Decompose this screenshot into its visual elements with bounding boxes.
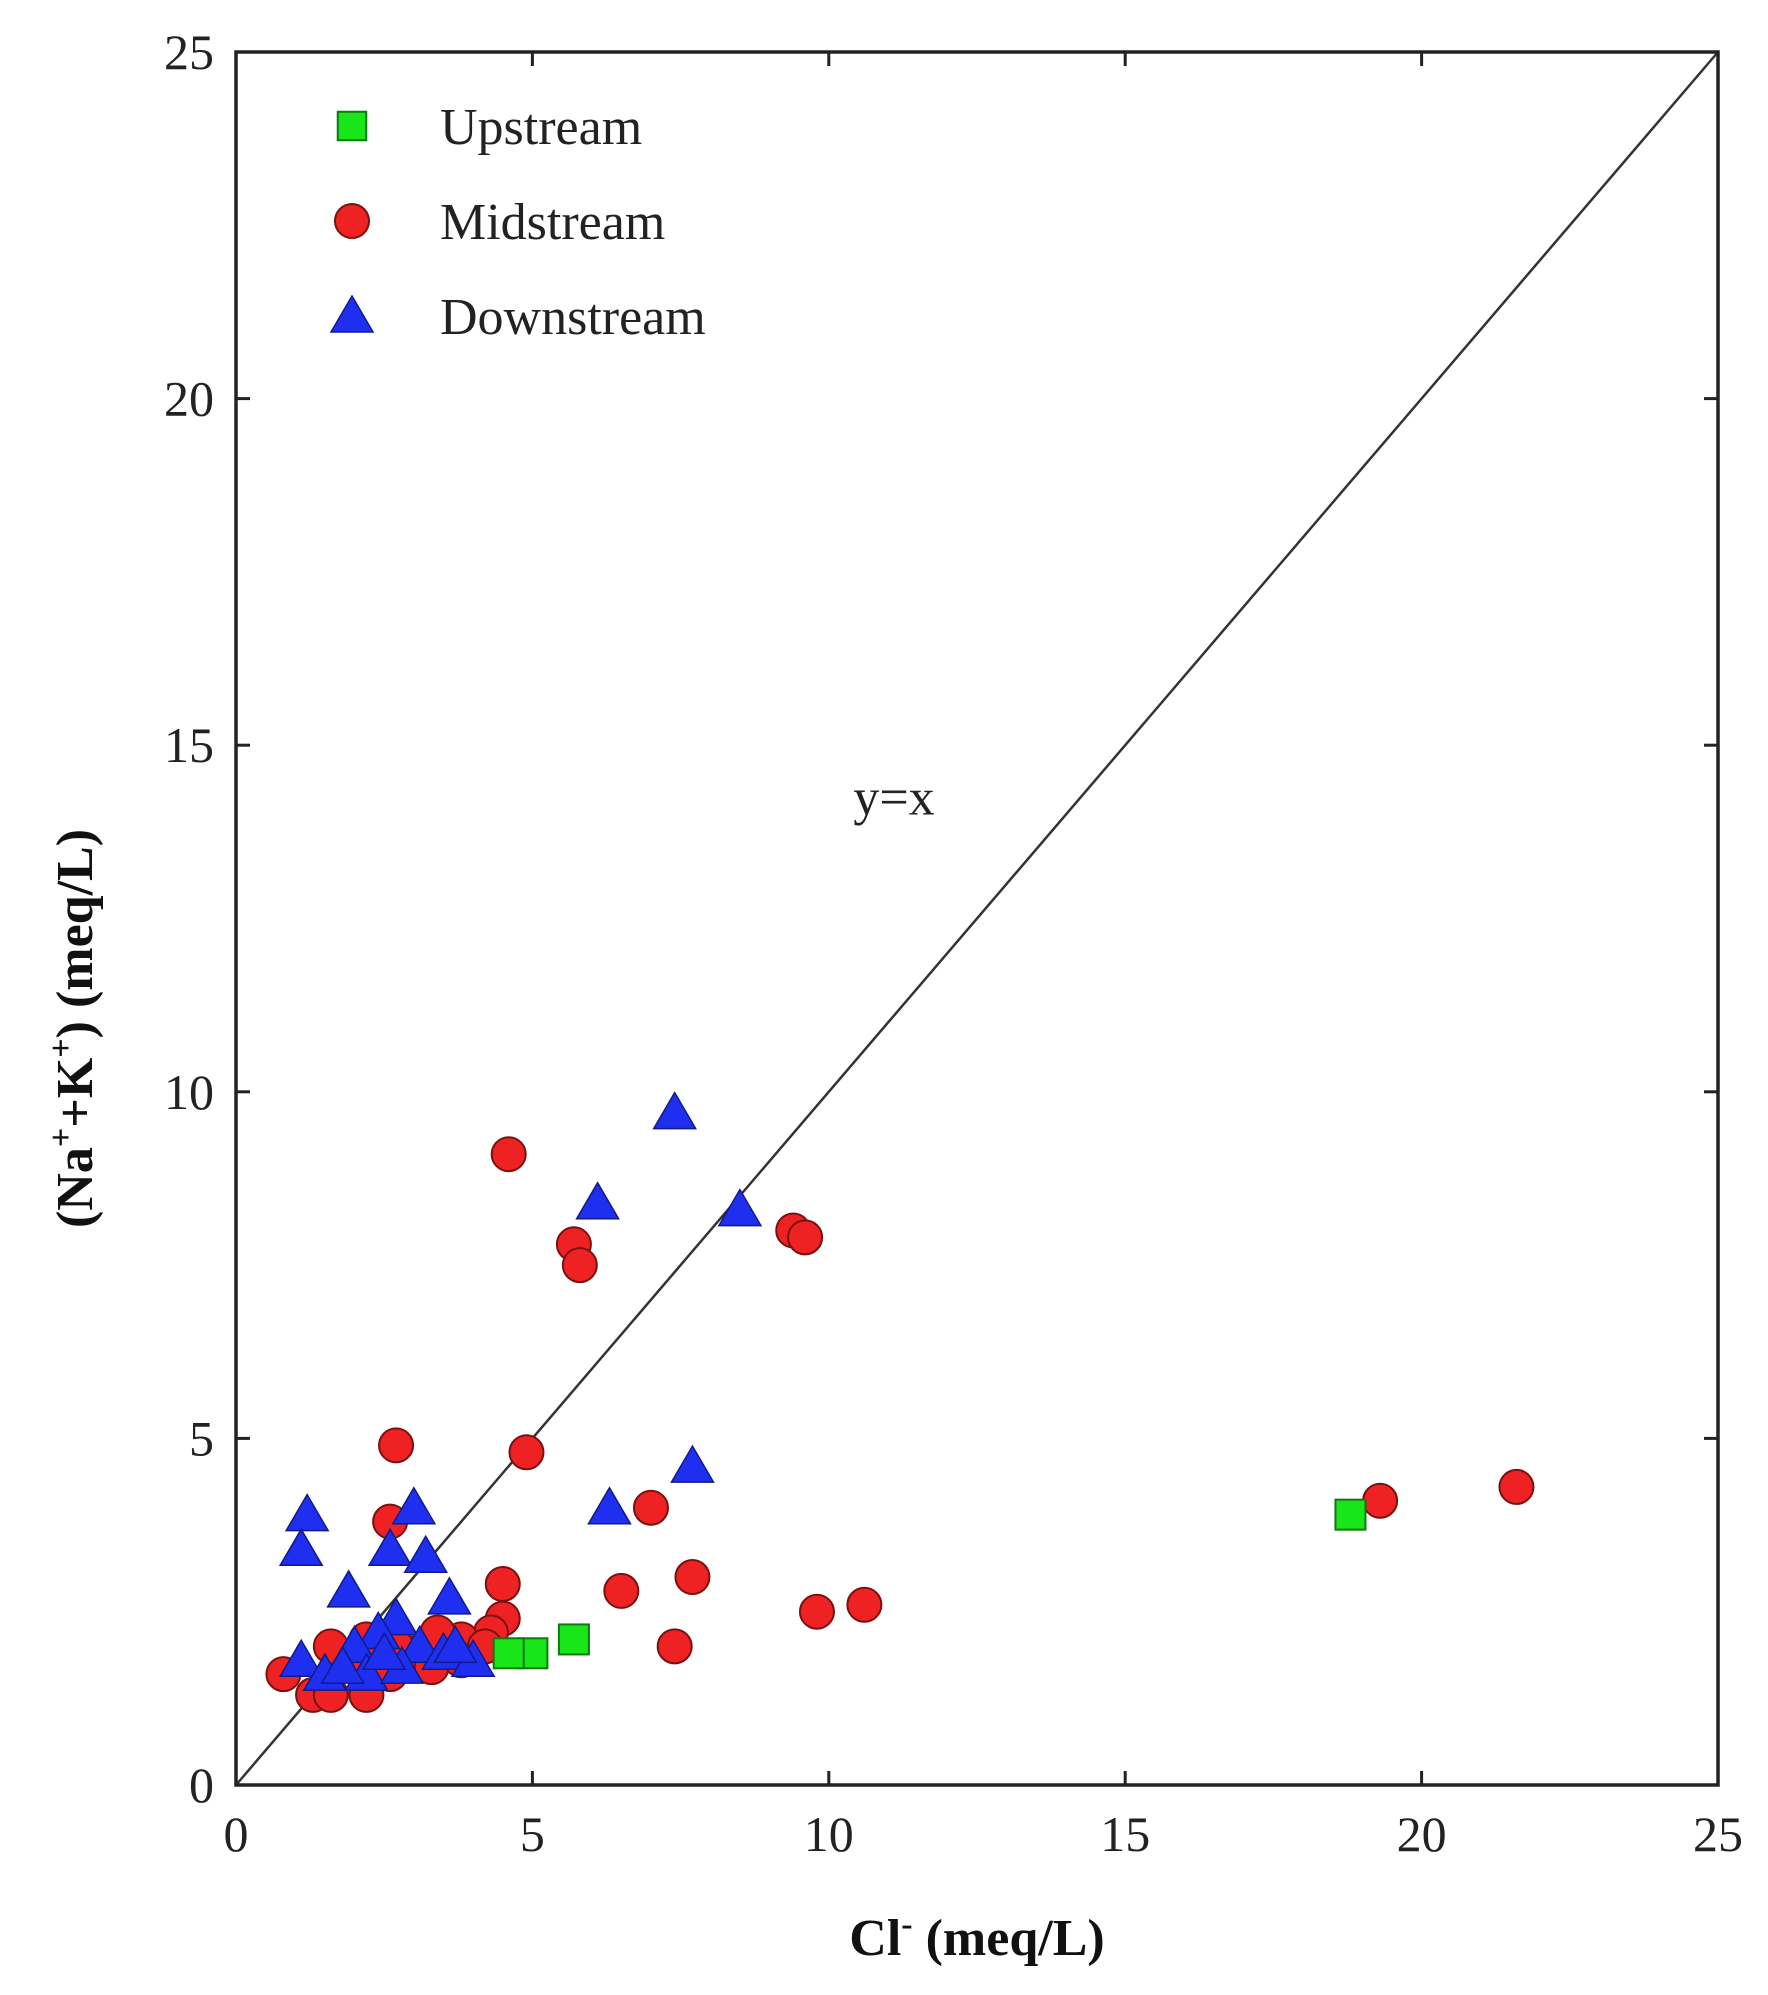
data-point-midstream (484, 1565, 521, 1602)
data-point-downstream (284, 1493, 330, 1532)
reference-line (235, 51, 1719, 1786)
data-point-midstream (561, 1247, 598, 1284)
x-tick-label: 10 (804, 1806, 854, 1862)
data-point-midstream (632, 1489, 669, 1526)
legend-marker-upstream (336, 110, 368, 142)
data-point-midstream (656, 1628, 693, 1665)
x-tick-label: 25 (1693, 1806, 1743, 1862)
legend-item-upstream: Upstream (336, 99, 642, 156)
x-tick-label: 5 (520, 1806, 545, 1862)
data-point-downstream (433, 1624, 478, 1664)
data-point-midstream (1498, 1468, 1535, 1505)
legend: Upstream Midstream Downstream (329, 99, 706, 346)
data-point-upstream (1334, 1498, 1367, 1531)
data-point-downstream (403, 1534, 449, 1573)
legend-marker-midstream (334, 203, 370, 239)
data-point-downstream (391, 1486, 437, 1525)
y-tick-label: 20 (164, 371, 214, 427)
data-point-downstream (427, 1576, 472, 1615)
plot-area: y=x (235, 51, 1719, 1786)
data-point-midstream (1362, 1482, 1399, 1519)
data-point-midstream (378, 1427, 415, 1464)
x-axis-title: Cl- (meq/L) (849, 1906, 1104, 1967)
legend-item-midstream: Midstream (334, 194, 665, 251)
data-point-downstream (320, 1645, 366, 1684)
plot-frame (234, 50, 1720, 1787)
data-point-downstream (367, 1527, 413, 1567)
reference-line-label: y=x (853, 770, 934, 827)
axes: 0 5 10 15 20 25 0 5 10 15 20 25 Cl- (meq/L) (Na++K+) … (43, 24, 1743, 1967)
data-point-downstream (278, 1638, 324, 1677)
y-tick-label: 0 (189, 1757, 214, 1813)
x-tick-label: 15 (1100, 1806, 1150, 1862)
legend-label: Midstream (440, 194, 665, 251)
data-point-downstream (278, 1527, 324, 1567)
y-tick-label: 10 (164, 1064, 214, 1120)
data-point-midstream (508, 1434, 545, 1471)
data-point-midstream (846, 1586, 883, 1623)
data-point-midstream (603, 1572, 640, 1609)
data-point-midstream (674, 1559, 711, 1596)
legend-item-downstream: Downstream (329, 289, 706, 346)
data-point-downstream (326, 1569, 371, 1608)
data-point-upstream (557, 1623, 590, 1656)
x-tick-label: 20 (1397, 1806, 1447, 1862)
data-point-downstream (587, 1486, 632, 1525)
data-point-downstream (361, 1631, 407, 1671)
data-point-downstream (670, 1444, 715, 1483)
y-tick-label: 5 (189, 1410, 214, 1466)
y-axis-title: (Na++K+) (meq/L) (43, 829, 104, 1228)
data-point-midstream (787, 1219, 824, 1256)
data-point-downstream (717, 1188, 763, 1227)
data-point-downstream (652, 1091, 697, 1130)
data-point-upstream (492, 1637, 525, 1670)
x-tick-label: 0 (224, 1806, 249, 1862)
data-point-downstream (397, 1624, 443, 1664)
y-tick-label: 15 (164, 717, 214, 773)
data-point-midstream (490, 1136, 527, 1173)
legend-label: Upstream (440, 99, 642, 156)
legend-label: Downstream (440, 289, 706, 346)
y-tick-label: 25 (164, 24, 214, 80)
legend-marker-downstream (329, 294, 375, 333)
data-point-midstream (798, 1593, 835, 1630)
data-point-downstream (575, 1181, 620, 1220)
